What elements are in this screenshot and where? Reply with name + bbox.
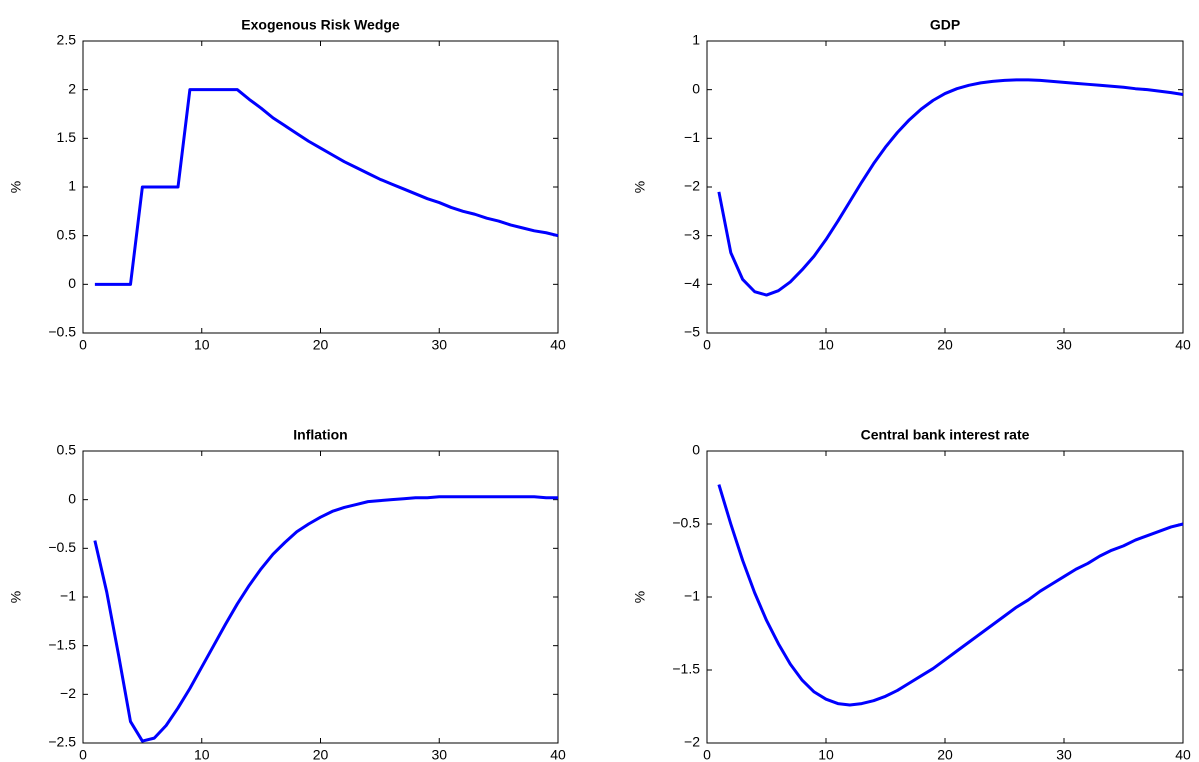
y-tick-label: −1.5 [672,661,700,677]
x-tick-label: 20 [937,747,953,762]
x-tick-label: 10 [194,337,210,353]
y-axis-label: % [632,591,648,603]
y-tick-label: −1 [684,588,700,604]
chart-title: Exogenous Risk Wedge [241,17,400,33]
y-tick-label: −0.5 [672,515,700,531]
data-line [717,484,1184,707]
x-tick-label: 0 [703,747,711,762]
y-tick-label: 0 [68,490,76,506]
x-tick-label: 20 [313,337,329,353]
y-tick-label: 0 [692,442,700,458]
y-tick-label: 0 [68,275,76,291]
x-tick-label: 30 [1056,337,1072,353]
x-tick-label: 30 [431,337,447,353]
x-tick-label: 10 [818,747,834,762]
y-tick-label: 1 [68,178,76,194]
chart-title: GDP [930,17,960,33]
y-tick-label: −0.5 [48,324,76,340]
y-tick-label: 0.5 [57,226,77,242]
y-tick-label: −2 [684,178,700,194]
x-tick-label: 30 [431,747,447,762]
x-tick-label: 10 [818,337,834,353]
x-tick-label: 40 [1175,337,1191,353]
chart-title: Inflation [293,427,347,443]
y-tick-label: −5 [684,324,700,340]
x-tick-label: 20 [937,337,953,353]
x-tick-label: 40 [550,337,566,353]
x-tick-label: 40 [550,747,566,762]
y-tick-label: −3 [684,226,700,242]
data-line [717,78,1184,297]
chart-title: Central bank interest rate [861,427,1030,443]
y-tick-label: −0.5 [48,539,76,555]
x-tick-label: 10 [194,747,210,762]
y-tick-label: 1.5 [57,129,77,145]
axes-box [82,450,559,744]
y-tick-label: −2 [60,685,76,701]
y-tick-label: 0.5 [57,442,77,458]
x-tick-label: 0 [703,337,711,353]
x-tick-label: 0 [79,747,87,762]
y-axis-label: % [8,591,24,603]
data-line [94,88,559,286]
y-tick-label: −2.5 [48,734,76,750]
y-tick-label: −1 [60,588,76,604]
x-tick-label: 20 [313,747,329,762]
x-tick-label: 0 [79,337,87,353]
x-tick-label: 30 [1056,747,1072,762]
y-tick-label: −1 [684,129,700,145]
x-tick-label: 40 [1175,747,1191,762]
y-tick-label: 0 [692,80,700,96]
axes-box [706,450,1184,744]
y-tick-label: 2.5 [57,32,77,48]
y-tick-label: 2 [68,80,76,96]
y-tick-label: −1.5 [48,636,76,652]
data-line [93,495,558,743]
y-axis-label: % [632,181,648,193]
y-tick-label: 1 [692,32,700,48]
y-axis-label: % [8,181,24,193]
y-tick-label: −4 [684,275,700,291]
y-tick-label: −2 [684,734,700,750]
